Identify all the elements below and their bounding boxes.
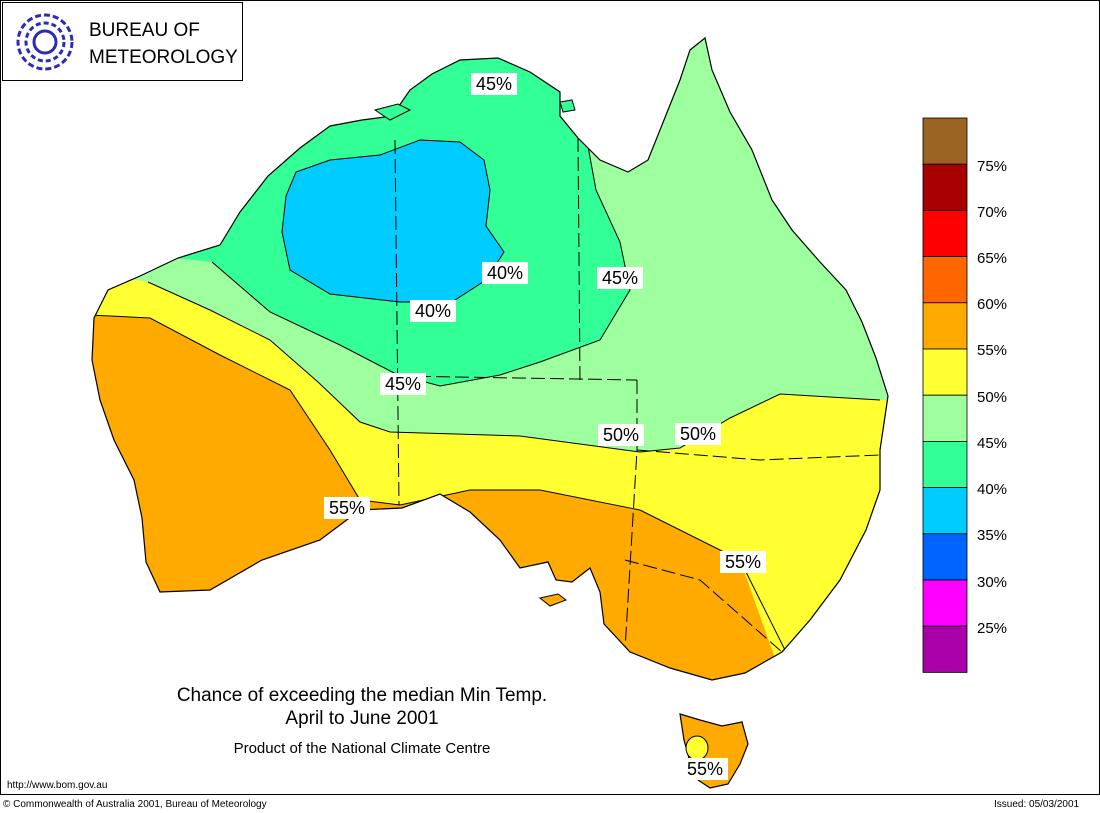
australia-map xyxy=(91,36,968,789)
contour-label: 40% xyxy=(482,262,529,284)
legend-swatch xyxy=(922,533,968,581)
border-nt-sa xyxy=(397,375,638,381)
legend-label: 75% xyxy=(977,158,1008,175)
contour-label: 55% xyxy=(720,551,767,573)
contour-label: 50% xyxy=(675,423,722,445)
contour-label: 45% xyxy=(380,373,427,395)
logo-line-1: BUREAU OF xyxy=(89,20,200,41)
kangaroo-island xyxy=(538,593,568,607)
contour-line-50 xyxy=(92,314,791,661)
legend-swatch xyxy=(922,625,968,673)
legend-label: 40% xyxy=(977,481,1008,498)
website-url: http://www.bom.gov.au xyxy=(7,780,108,791)
border-nsw-qld xyxy=(636,449,881,461)
map-title: Chance of exceeding the median Min Temp.… xyxy=(152,684,572,730)
legend-swatch xyxy=(922,487,968,535)
legend-label: 50% xyxy=(977,389,1008,406)
zone-35-percent xyxy=(282,140,504,302)
tasmania-50-zone xyxy=(685,735,709,761)
legend-label: 70% xyxy=(977,204,1008,221)
legend-swatch xyxy=(922,209,968,257)
contour-line-45 xyxy=(147,281,881,453)
product-credit: Product of the National Climate Centre xyxy=(233,740,491,757)
legend-color-bar xyxy=(922,117,968,673)
melville-island xyxy=(373,103,412,121)
issued-date: Issued: 05/03/2001 xyxy=(994,799,1080,810)
legend-swatch xyxy=(922,302,968,350)
mainland-coastline xyxy=(91,36,889,681)
contour-label: 45% xyxy=(597,267,644,289)
legend-label: 35% xyxy=(977,527,1008,544)
legend-swatch xyxy=(922,348,968,396)
legend-label: 45% xyxy=(977,435,1008,452)
legend-label: 25% xyxy=(977,620,1008,637)
title-line-1: Chance of exceeding the median Min Temp. xyxy=(176,685,548,706)
contour-line-35 xyxy=(281,139,505,303)
legend-label: 30% xyxy=(977,574,1008,591)
legend-swatch xyxy=(922,117,968,165)
legend-swatch xyxy=(922,440,968,488)
legend-label: 60% xyxy=(977,296,1008,313)
legend-swatch xyxy=(922,256,968,304)
contour-label: 40% xyxy=(410,300,457,322)
border-vic-nsw xyxy=(624,559,783,653)
border-nt-qld xyxy=(577,137,581,381)
copyright-notice: © Commonwealth of Australia 2001, Bureau… xyxy=(3,799,267,810)
logo-line-2: METEOROLOGY xyxy=(89,47,238,68)
contour-label: 55% xyxy=(324,497,371,519)
legend-label: 55% xyxy=(977,342,1008,359)
legend-swatch xyxy=(922,579,968,627)
legend-label: 65% xyxy=(977,250,1008,267)
bom-logo-box: BUREAU OF METEOROLOGY xyxy=(2,2,243,81)
groote-island xyxy=(559,99,576,113)
contour-line-40 xyxy=(211,59,631,387)
contour-label: 55% xyxy=(682,758,729,780)
bom-logo-icon xyxy=(16,13,74,71)
title-line-2: April to June 2001 xyxy=(285,708,439,729)
legend-swatch xyxy=(922,394,968,442)
contour-label: 45% xyxy=(471,73,518,95)
border-wa xyxy=(394,139,400,506)
contour-label: 50% xyxy=(598,424,645,446)
legend-swatch xyxy=(922,163,968,211)
